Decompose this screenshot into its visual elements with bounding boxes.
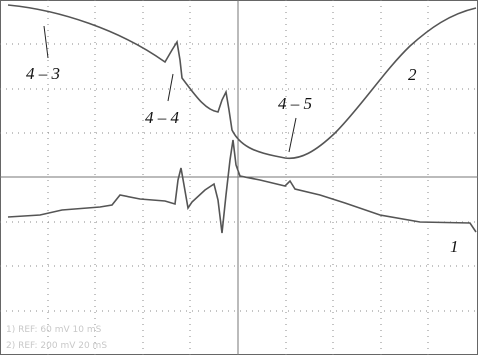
trace-label: 1 [450,237,459,256]
status-text: 2) REF: 200 mV 20 mS [6,341,107,351]
oscilloscope-screen: 4 – 3 4 – 4 4 – 5 2 1 1) REF: 60 mV 10 m… [0,0,478,355]
page: {"labels": {"marker_4_3": "4 – 3", "mark… [0,0,478,355]
trace-label: 2 [408,65,417,84]
status-text: 1) REF: 60 mV 10 mS [6,325,102,335]
marker-label: 4 – 3 [26,64,60,83]
marker-label: 4 – 4 [145,108,180,127]
marker-label: 4 – 5 [278,94,312,113]
